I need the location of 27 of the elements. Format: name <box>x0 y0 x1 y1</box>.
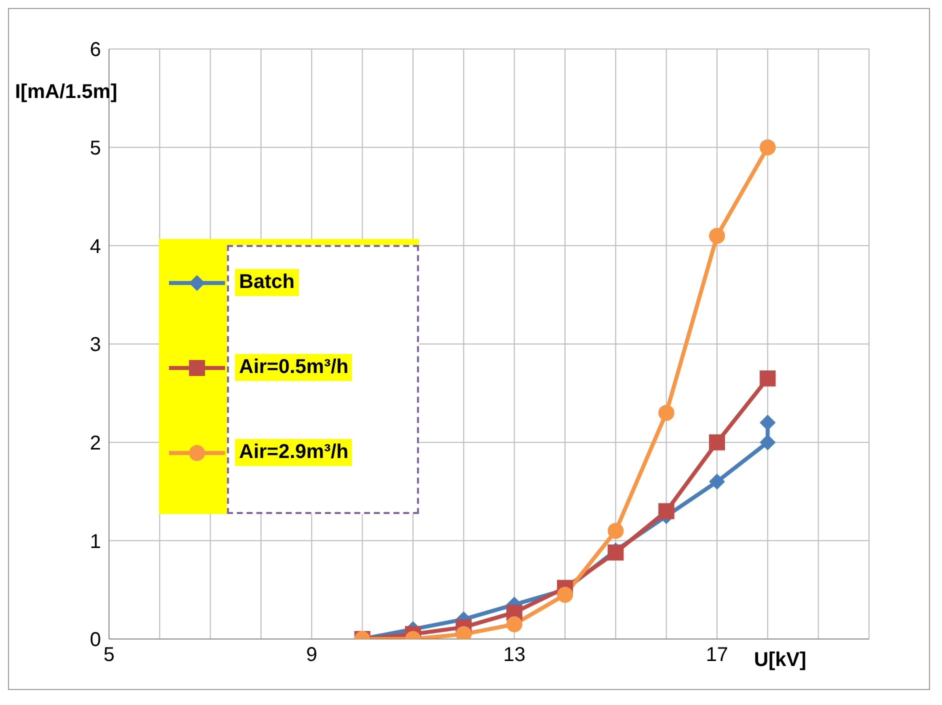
point <box>709 228 725 244</box>
legend-label: Batch <box>235 269 299 296</box>
point <box>760 434 776 450</box>
y-tick-label: 3 <box>90 334 101 356</box>
point <box>760 370 776 386</box>
x-tick-label: 13 <box>503 644 526 666</box>
x-tick-label: 17 <box>706 644 728 666</box>
y-tick-label: 6 <box>90 39 101 62</box>
y-tick-label: 1 <box>90 530 101 553</box>
point <box>658 503 674 520</box>
legend-label: Air=2.9m³/h <box>235 439 352 466</box>
x-tick-label: 9 <box>306 644 318 666</box>
point <box>760 414 776 431</box>
point <box>709 474 725 490</box>
point <box>557 586 573 603</box>
legend-label: Air=0.5m³/h <box>235 354 352 381</box>
y-tick-label: 4 <box>90 236 101 258</box>
point <box>760 139 776 156</box>
y-tick-label: 0 <box>90 629 101 652</box>
point <box>658 404 674 421</box>
y-axis-title: I[mA/1.5m] <box>15 81 118 104</box>
y-tick-label: 2 <box>90 432 101 454</box>
point <box>608 522 624 539</box>
y-tick-label: 5 <box>90 137 101 160</box>
point <box>709 434 725 450</box>
x-axis-title: U[kV] <box>754 649 806 672</box>
point <box>506 616 522 632</box>
